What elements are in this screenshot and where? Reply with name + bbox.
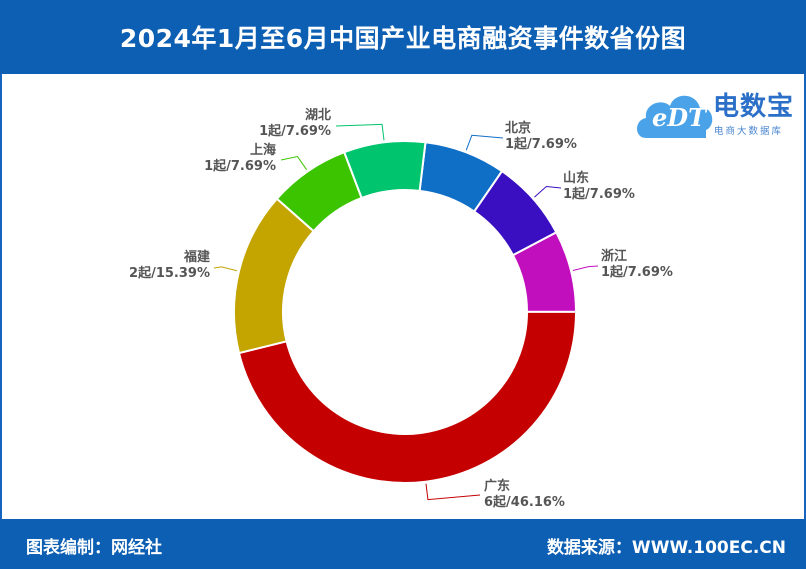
logo-mark: eDT [652, 103, 706, 132]
leader-line-4 [213, 266, 238, 272]
leader-line-6 [335, 123, 385, 141]
leader-line-5 [280, 155, 308, 170]
page-title: 2024年1月至6月中国产业电商融资事件数省份图 [0, 0, 806, 74]
slice-value-label: 1起/7.69% [204, 158, 276, 174]
slice-name-label: 广东 [484, 478, 510, 494]
footer-source: 数据来源：WWW.100EC.CN [546, 538, 786, 558]
slice-value-label: 1起/7.69% [259, 123, 331, 139]
leader-line-0 [465, 134, 504, 151]
slice-name-label: 福建 [183, 249, 210, 265]
slice-name-label: 北京 [505, 120, 531, 136]
logo-name: 电数宝 [713, 92, 795, 122]
leader-line-2 [572, 265, 599, 271]
slice-value-label: 1起/7.69% [601, 264, 673, 280]
footer-credit: 图表编制：网经社 [26, 538, 162, 558]
leader-line-3 [425, 483, 481, 501]
donut-slice-3[interactable] [237, 310, 578, 484]
donut-slice-6[interactable] [342, 140, 427, 200]
slice-value-label: 1起/7.69% [505, 136, 577, 152]
leader-line-1 [534, 186, 562, 198]
slice-value-label: 2起/15.39% [129, 265, 210, 281]
logo-subtitle: 电商大数据库 [714, 126, 784, 137]
slice-name-label: 湖北 [305, 108, 331, 123]
footer-bar: 图表编制：网经社 数据来源：WWW.100EC.CN [0, 519, 806, 569]
cloud-logo-icon [637, 95, 713, 138]
slice-name-label: 上海 [250, 142, 276, 158]
slice-value-label: 1起/7.69% [563, 186, 635, 202]
slice-name-label: 山东 [563, 170, 589, 186]
slice-value-label: 6起/46.16% [484, 494, 565, 510]
slice-name-label: 浙江 [601, 248, 627, 264]
